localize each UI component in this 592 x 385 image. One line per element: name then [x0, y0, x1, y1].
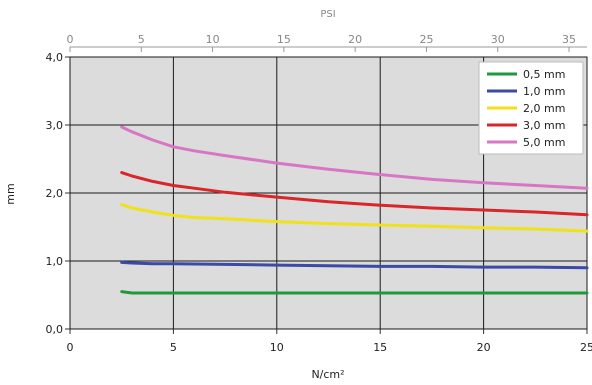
y-tick-label: 3,0 — [46, 119, 64, 132]
x-tick-label: 10 — [270, 341, 284, 354]
x2-tick-label: 20 — [348, 33, 362, 46]
x-tick-label: 20 — [477, 341, 491, 354]
y-axis-label: mm — [4, 183, 17, 204]
x2-tick-label: 30 — [491, 33, 505, 46]
series-line — [120, 290, 589, 295]
x2-axis-label: PSI — [320, 9, 335, 20]
legend-label: 1,0 mm — [523, 85, 565, 98]
y-tick-label: 1,0 — [46, 255, 64, 268]
x2-tick-label: 5 — [138, 33, 145, 46]
x-tick-label: 5 — [170, 341, 177, 354]
x2-tick-label: 15 — [277, 33, 291, 46]
axes: 0,01,02,03,04,00 5 10 15 20 250 5 10 15 20 25 30 35 — [46, 33, 592, 354]
x-tick-label: 15 — [373, 341, 387, 354]
y-tick-label: 2,0 — [46, 187, 64, 200]
grid — [70, 57, 587, 329]
x2-tick-label: 25 — [419, 33, 433, 46]
legend-label: 2,0 mm — [523, 102, 565, 115]
legend-label: 0,5 mm — [523, 68, 565, 81]
series-line — [120, 171, 589, 217]
y-tick-label: 4,0 — [46, 51, 64, 64]
x2-tick-label: 10 — [206, 33, 220, 46]
x-axis-label: N/cm² — [311, 368, 344, 381]
series-line — [120, 203, 589, 233]
x-tick-label: 0 — [67, 341, 74, 354]
x2-tick-label: 0 — [67, 33, 74, 46]
legend-label: 3,0 mm — [523, 119, 565, 132]
series-line — [120, 125, 589, 190]
legend-label: 5,0 mm — [523, 136, 565, 149]
plot-frame — [69, 56, 588, 330]
y-tick-label: 0,0 — [46, 323, 64, 336]
x2-tick-label: 35 — [562, 33, 576, 46]
series-lines — [120, 125, 589, 295]
series-line — [120, 260, 589, 270]
legend: 0,5 mm 1,0 mm 2,0 mm 3,0 mm 5,0 mm — [478, 61, 584, 155]
x-tick-label: 25 — [580, 341, 592, 354]
